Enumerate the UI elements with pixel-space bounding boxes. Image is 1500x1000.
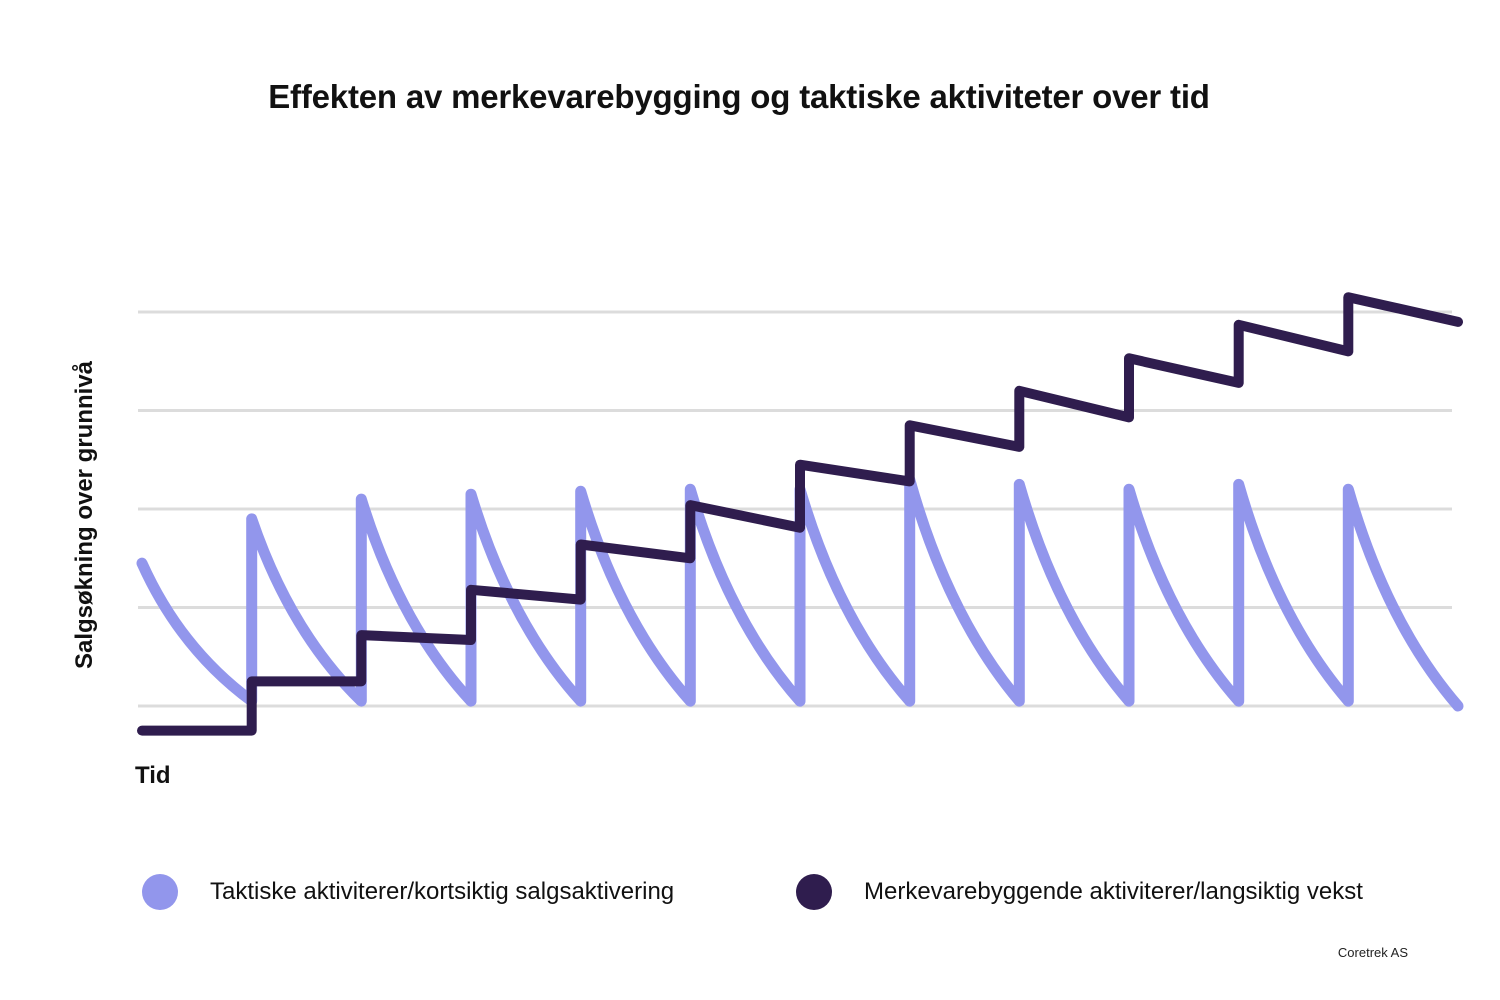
y-axis-label: Salgsøkning over grunnivå bbox=[71, 360, 98, 670]
chart-title: Effekten av merkevarebygging og taktiske… bbox=[268, 78, 1210, 115]
legend-label-brand: Merkevarebyggende aktiviterer/langsiktig… bbox=[864, 878, 1363, 905]
legend-item-tactical: Taktiske aktiviterer/kortsiktig salgsakt… bbox=[142, 874, 674, 910]
credit-text: Coretrek AS bbox=[1337, 945, 1408, 960]
series-lines bbox=[136, 292, 1464, 736]
legend-swatch-tactical bbox=[142, 874, 178, 910]
legend-label-tactical: Taktiske aktiviterer/kortsiktig salgsakt… bbox=[210, 878, 675, 905]
legend-swatch-brand bbox=[796, 874, 832, 910]
legend-item-brand: Merkevarebyggende aktiviterer/langsiktig… bbox=[796, 874, 1363, 910]
legend: Taktiske aktiviterer/kortsiktig salgsakt… bbox=[0, 874, 1500, 918]
x-axis-label: Tid bbox=[135, 762, 171, 789]
series-line-brand bbox=[137, 292, 1463, 736]
